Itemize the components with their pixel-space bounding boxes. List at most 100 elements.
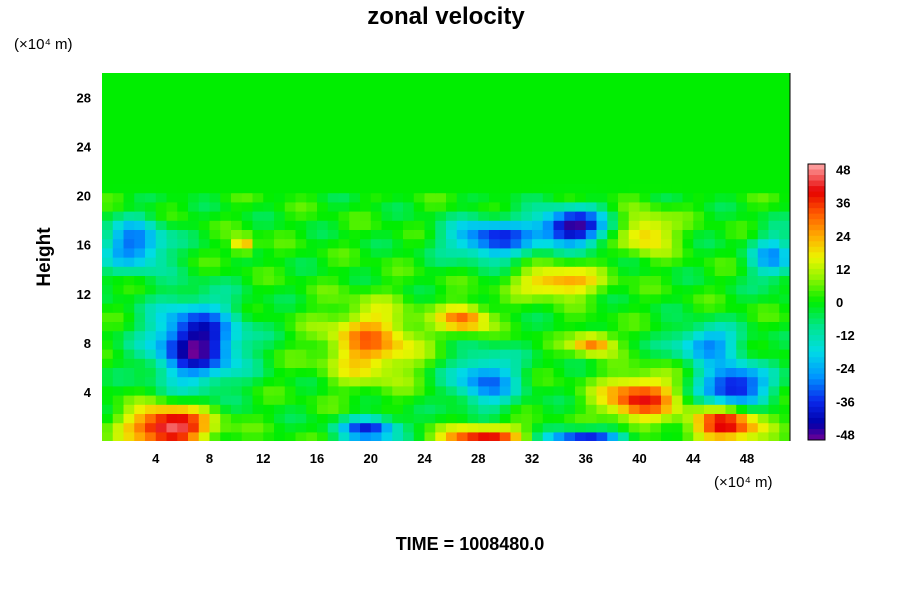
heatmap-cell <box>542 413 555 424</box>
heatmap-cell <box>338 312 350 322</box>
heatmap-cell <box>134 367 146 378</box>
heatmap-cell <box>542 303 555 313</box>
heatmap-cell <box>532 266 544 276</box>
heatmap-cell <box>317 192 329 203</box>
heatmap-cell <box>661 367 673 378</box>
heatmap-cell <box>564 211 576 221</box>
heatmap-cell <box>456 201 469 212</box>
x-tick-label: 8 <box>206 451 213 466</box>
heatmap-cell <box>779 358 790 368</box>
heatmap-cell <box>360 339 372 350</box>
heatmap-cell <box>435 174 447 184</box>
heatmap-cell <box>241 321 254 332</box>
heatmap-cell <box>596 367 608 378</box>
heatmap-cell <box>650 275 662 286</box>
heatmap-cell <box>231 349 243 359</box>
heatmap-cell <box>123 220 135 230</box>
heatmap-cell <box>413 220 426 230</box>
heatmap-cell <box>145 211 157 221</box>
y-tick-label: 4 <box>84 385 92 400</box>
heatmap-cell <box>521 431 533 441</box>
heatmap-cell <box>188 174 200 184</box>
heatmap-cell <box>349 330 361 341</box>
heatmap-cell <box>618 395 630 405</box>
colorbar-band <box>808 235 825 242</box>
heatmap-cell <box>284 321 297 332</box>
heatmap-cell <box>521 376 533 387</box>
heatmap-cell <box>392 174 404 184</box>
heatmap-cell <box>757 422 770 433</box>
colorbar-band <box>808 401 825 408</box>
heatmap-cell <box>682 376 694 387</box>
heatmap-cell <box>596 385 608 396</box>
heatmap-cell <box>779 238 790 249</box>
heatmap-cell <box>639 395 651 405</box>
heatmap-cell <box>349 404 361 414</box>
heatmap-cell <box>693 247 705 258</box>
heatmap-cell <box>370 247 383 258</box>
heatmap-cell <box>682 330 694 341</box>
heatmap-cell <box>553 201 565 212</box>
heatmap-cell <box>188 339 200 350</box>
heatmap-cell <box>134 266 146 276</box>
heatmap-cell <box>413 229 426 240</box>
heatmap-cell <box>575 229 587 240</box>
heatmap-cell <box>618 229 630 240</box>
heatmap-cell <box>585 220 598 230</box>
heatmap-cell <box>704 358 716 368</box>
heatmap-cell <box>510 349 522 359</box>
heatmap-cell <box>661 339 673 350</box>
heatmap-cell <box>693 229 705 240</box>
heatmap-cell <box>510 257 522 267</box>
heatmap-cell <box>177 220 189 230</box>
colorbar-band <box>808 307 825 314</box>
heatmap-cell <box>532 339 544 350</box>
heatmap-cell <box>306 257 318 267</box>
heatmap-cell <box>381 376 393 387</box>
heatmap-cell <box>435 201 447 212</box>
heatmap-cell <box>435 431 447 441</box>
heatmap-cell <box>295 367 307 378</box>
heatmap-cell <box>510 211 522 221</box>
heatmap-cell <box>714 303 727 313</box>
heatmap-cell <box>542 293 555 304</box>
heatmap-cell <box>284 183 297 194</box>
heatmap-cell <box>478 211 490 221</box>
heatmap-cell <box>650 431 662 441</box>
heatmap-cell <box>499 192 512 203</box>
heatmap-cell <box>661 238 673 249</box>
heatmap-cell <box>306 358 318 368</box>
heatmap-cell <box>349 238 361 249</box>
heatmap-cell <box>661 422 673 433</box>
heatmap-cell <box>618 211 630 221</box>
heatmap-cell <box>231 395 243 405</box>
heatmap-cell <box>263 284 275 295</box>
heatmap-cell <box>639 312 651 322</box>
heatmap-cell <box>166 201 178 212</box>
heatmap-cell <box>381 413 393 424</box>
heatmap-cell <box>166 385 178 396</box>
heatmap-cell <box>510 367 522 378</box>
colorbar-band <box>808 357 825 364</box>
heatmap-cell <box>317 349 329 359</box>
heatmap-cell <box>360 312 372 322</box>
heatmap-cell <box>177 211 189 221</box>
heatmap-cell <box>585 284 598 295</box>
heatmap-cell <box>628 247 641 258</box>
heatmap-cell <box>263 293 275 304</box>
heatmap-cell <box>575 413 587 424</box>
heatmap-cell <box>575 404 587 414</box>
heatmap-cell <box>478 413 490 424</box>
heatmap-cell <box>478 183 490 194</box>
heatmap-cell <box>349 349 361 359</box>
heatmap-cell <box>499 303 512 313</box>
heatmap-cell <box>446 183 458 194</box>
heatmap-cell <box>177 404 189 414</box>
heatmap-cell <box>510 266 522 276</box>
heatmap-cell <box>596 211 608 221</box>
colorbar-band <box>808 274 825 281</box>
colorbar-tick-label: -12 <box>836 328 855 343</box>
heatmap-cell <box>564 385 576 396</box>
heatmap-cell <box>768 431 780 441</box>
heatmap-cell <box>467 192 479 203</box>
